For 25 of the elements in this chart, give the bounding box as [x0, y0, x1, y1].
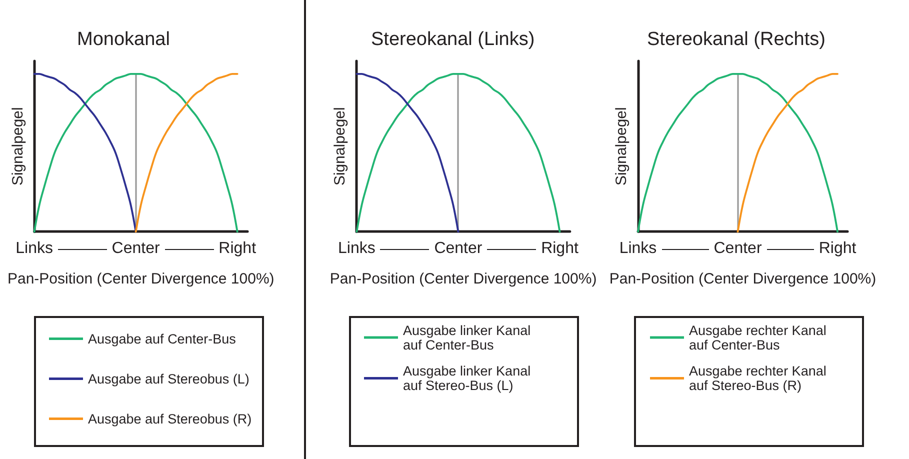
- chart-title: Monokanal: [77, 29, 170, 50]
- x-tick-label: Center: [434, 240, 483, 258]
- x-tick-label: Right: [541, 240, 579, 258]
- chart-title: Stereokanal (Rechts): [647, 29, 826, 50]
- legend-label: Ausgabe auf Center-Bus: [88, 331, 236, 346]
- legend-label: Ausgabe rechter Kanal auf Stereo-Bus (R): [689, 364, 830, 394]
- x-tick-label: Center: [112, 240, 161, 258]
- legend-label: Ausgabe auf Stereobus (R): [88, 411, 252, 426]
- legend-label: Ausgabe rechter Kanal auf Center-Bus: [689, 322, 830, 352]
- x-axis-title: Pan-Position (Center Divergence 100%): [609, 270, 876, 288]
- x-tick-label: Right: [218, 240, 257, 258]
- y-axis-title: Signalpegel: [613, 107, 630, 186]
- y-axis-title: Signalpegel: [9, 107, 26, 186]
- x-tick-label: Center: [714, 240, 762, 258]
- x-axis-title: Pan-Position (Center Divergence 100%): [330, 270, 597, 288]
- legend-label: Ausgabe linker Kanal auf Center-Bus: [403, 322, 534, 352]
- x-tick-label: Links: [619, 240, 657, 258]
- legend-label: Ausgabe auf Stereobus (L): [88, 371, 250, 386]
- x-tick-label: Links: [16, 240, 53, 258]
- x-axis-title: Pan-Position (Center Divergence 100%): [7, 270, 274, 288]
- x-tick-label: Links: [338, 240, 376, 258]
- legend-label: Ausgabe linker Kanal auf Stereo-Bus (L): [403, 364, 534, 394]
- y-axis-title: Signalpegel: [332, 107, 349, 186]
- x-tick-label: Right: [818, 240, 857, 258]
- chart-title: Stereokanal (Links): [371, 29, 535, 50]
